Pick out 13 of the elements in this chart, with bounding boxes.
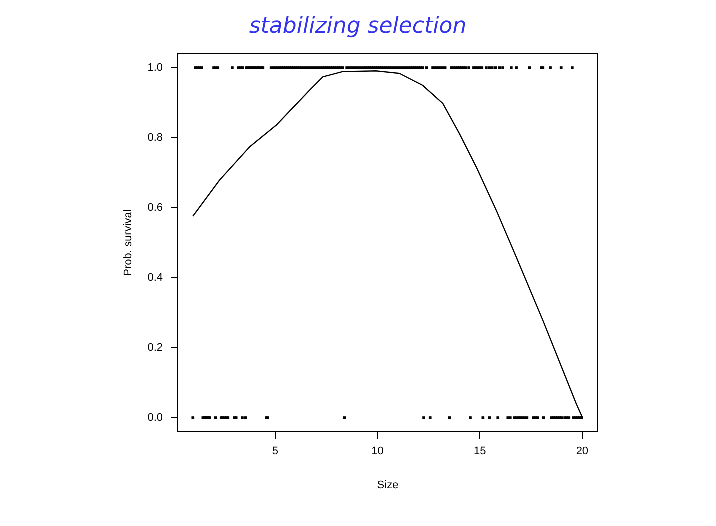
x-tick-label: 15 xyxy=(474,446,486,458)
x-tick-label: 5 xyxy=(272,446,278,458)
y-tick-label: 1.0 xyxy=(148,62,163,74)
y-axis-title: Prob. survival xyxy=(122,210,135,276)
x-tick-label: 20 xyxy=(576,446,589,458)
y-tick-label: 0.4 xyxy=(148,272,163,284)
y-tick-label: 0.8 xyxy=(148,132,163,144)
y-tick-label: 0.0 xyxy=(148,412,163,424)
y-tick-label: 0.2 xyxy=(148,342,163,354)
x-tick-label: 10 xyxy=(372,446,384,458)
y-tick-label: 0.6 xyxy=(148,202,163,214)
chart-title: stabilizing selection xyxy=(249,14,467,39)
x-axis-title: Size xyxy=(377,479,399,492)
